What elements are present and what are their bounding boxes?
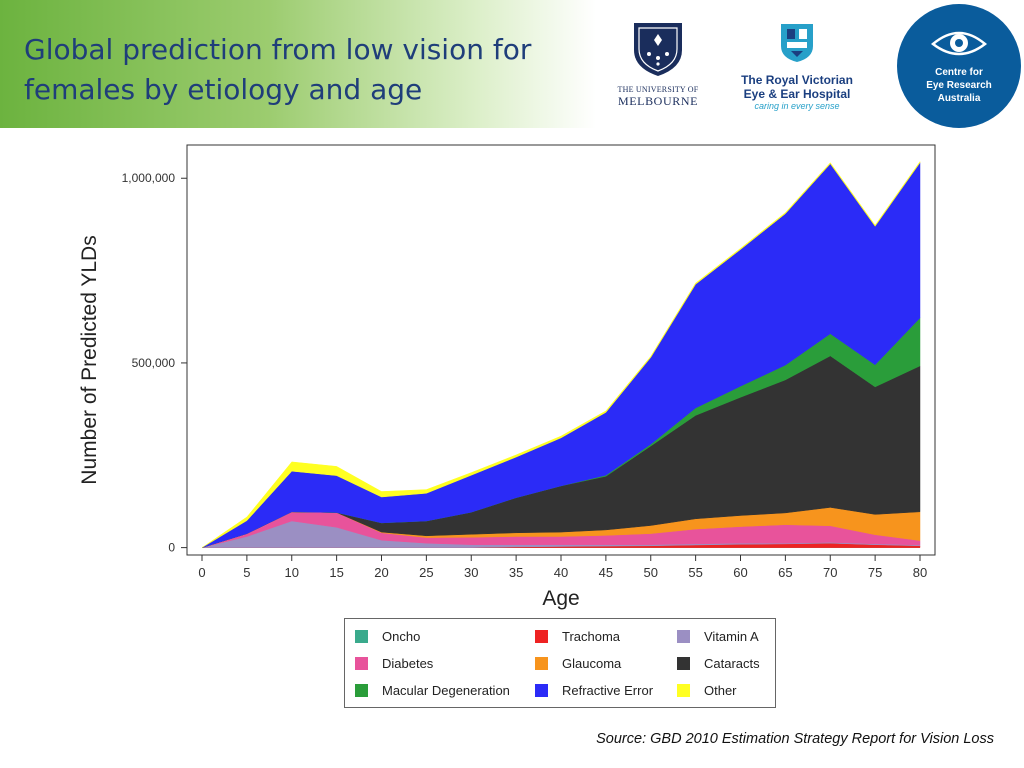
stacked-area-chart: 0 500,000 1,000,000 0 5 10 15 20 25 30 35 40 45 50 55 6…	[78, 144, 936, 610]
legend-item: Cataracts	[677, 654, 760, 674]
x-tick-label: 25	[419, 565, 433, 580]
x-tick-label: 50	[644, 565, 658, 580]
y-tick-label: 0	[168, 541, 175, 555]
slide-title: Global prediction from low vision for fe…	[24, 33, 532, 106]
chart-legend: Oncho Trachoma Vitamin A Diabetes Glaucoma Ca…	[344, 618, 776, 708]
legend-item: Other	[677, 681, 737, 701]
x-tick-label: 45	[599, 565, 613, 580]
legend-swatch	[355, 684, 368, 697]
cera-logo: Centre for Eye Research Australia	[896, 4, 1022, 128]
cera-eye-icon	[897, 4, 1021, 128]
x-tick-label: 75	[868, 565, 882, 580]
legend-item: Refractive Error	[535, 681, 653, 701]
cera-line3: Australia	[937, 93, 981, 104]
legend-swatch	[677, 684, 690, 697]
legend-swatch	[355, 657, 368, 670]
legend-item: Trachoma	[535, 627, 620, 647]
title-band	[0, 0, 596, 128]
melbourne-logo-line1: THE UNIVERSITY OF	[617, 85, 699, 94]
x-tick-label: 20	[374, 565, 388, 580]
hospital-emblem-icon	[781, 24, 813, 62]
rveh-tagline: caring in every sense	[754, 101, 840, 111]
melbourne-logo-line2: MELBOURNE	[617, 94, 699, 108]
legend-label: Other	[704, 683, 737, 698]
legend-swatch	[535, 657, 548, 670]
rveh-logo-line1: The Royal Victorian	[741, 73, 853, 87]
rveh-logo: The Royal Victorian Eye & Ear Hospital c…	[734, 20, 860, 112]
melbourne-logo: THE UNIVERSITY OF MELBOURNE	[612, 20, 704, 109]
legend-item: Diabetes	[355, 654, 433, 674]
y-axis-label: Number of Predicted YLDs	[78, 235, 101, 484]
university-crest-icon	[634, 23, 682, 76]
legend-swatch	[355, 630, 368, 643]
x-tick-label: 65	[778, 565, 792, 580]
x-axis-label: Age	[542, 587, 579, 610]
legend-item: Glaucoma	[535, 654, 621, 674]
legend-swatch	[535, 684, 548, 697]
x-tick-label: 0	[198, 565, 205, 580]
legend-swatch	[677, 630, 690, 643]
x-tick-label: 70	[823, 565, 837, 580]
area-series-other	[201, 160, 921, 548]
legend-label: Cataracts	[704, 656, 760, 671]
legend-label: Diabetes	[382, 656, 434, 671]
x-tick-label: 15	[329, 565, 343, 580]
x-tick-label: 40	[554, 565, 568, 580]
rveh-logo-line2: Eye & Ear Hospital	[743, 87, 851, 101]
legend-label: Glaucoma	[562, 656, 622, 671]
cera-line1: Centre for	[935, 67, 983, 78]
x-tick-label: 55	[688, 565, 702, 580]
legend-label: Trachoma	[562, 629, 621, 644]
cera-line2: Eye Research	[926, 80, 992, 91]
legend-item: Oncho	[355, 627, 420, 647]
x-tick-label: 5	[243, 565, 250, 580]
legend-label: Oncho	[382, 629, 421, 644]
legend-swatch	[535, 630, 548, 643]
cera-logo-text: Centre for Eye Research Australia	[896, 66, 1022, 105]
y-tick-label: 1,000,000	[122, 171, 176, 185]
x-tick-label: 60	[733, 565, 747, 580]
legend-label: Refractive Error	[562, 683, 654, 698]
legend-item: Macular Degeneration	[355, 681, 510, 701]
x-tick-label: 35	[509, 565, 523, 580]
legend-item: Vitamin A	[677, 627, 759, 647]
x-tick-label: 30	[464, 565, 478, 580]
x-tick-label: 10	[285, 565, 299, 580]
y-tick-label: 500,000	[132, 356, 176, 370]
legend-swatch	[677, 657, 690, 670]
source-citation: Source: GBD 2010 Estimation Strategy Rep…	[596, 731, 994, 747]
x-tick-label: 80	[913, 565, 927, 580]
legend-label: Vitamin A	[704, 629, 759, 644]
legend-label: Macular Degeneration	[382, 683, 510, 698]
